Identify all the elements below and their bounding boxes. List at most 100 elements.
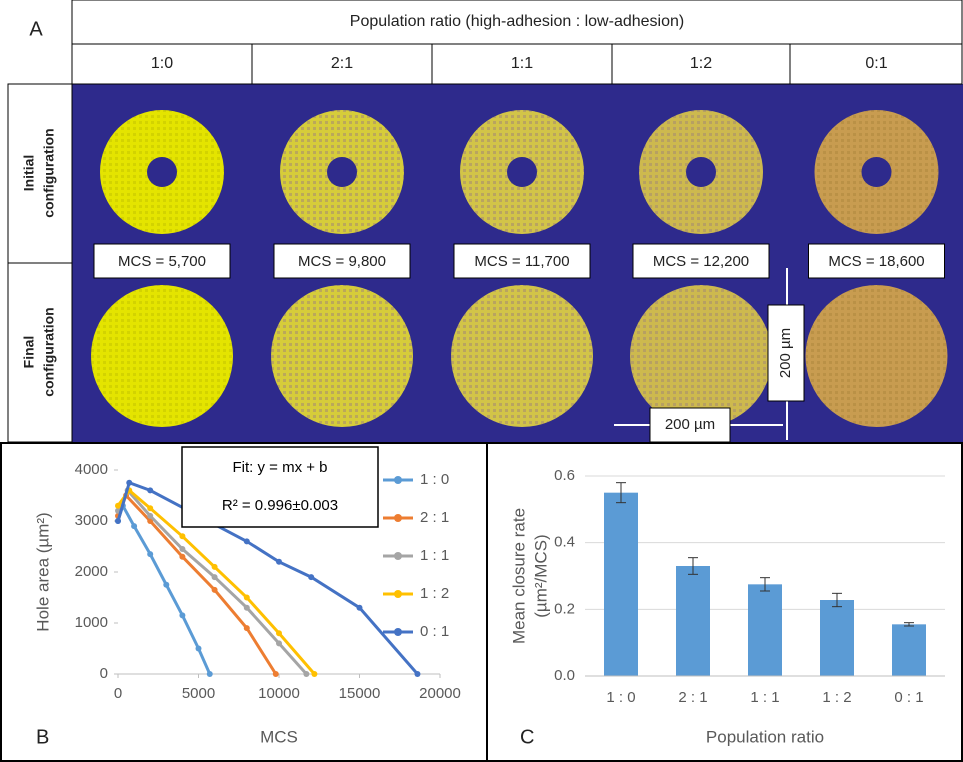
point — [147, 513, 153, 519]
mcs-label: MCS = 5,700 — [118, 253, 206, 270]
chart-b: B 0 1000 2000 3000 4000 0 5000 10000 15000 20000 MC… — [33, 447, 460, 748]
bar — [892, 624, 926, 676]
x-tick-label: 5000 — [182, 685, 215, 702]
row-label: configuration — [41, 128, 57, 217]
hole — [327, 157, 357, 187]
scale-label: 200 µm — [665, 416, 715, 433]
point — [357, 605, 363, 611]
point — [212, 564, 218, 570]
point — [179, 612, 185, 618]
legend-marker — [394, 590, 402, 598]
final-configuration — [806, 285, 948, 427]
hole — [686, 157, 716, 187]
hole — [862, 157, 892, 187]
point — [147, 487, 153, 493]
legend-label: 1 : 0 — [420, 471, 449, 488]
y-tick-label: 4000 — [75, 461, 108, 478]
x-tick-label: 2 : 1 — [678, 689, 707, 706]
hole — [507, 157, 537, 187]
panel-label: A — [29, 18, 43, 40]
column-label: 1:2 — [690, 55, 712, 72]
legend-label: 0 : 1 — [420, 623, 449, 640]
scale-label: 200 µm — [777, 328, 794, 378]
row-label: Final — [21, 336, 37, 369]
column-label: 1:0 — [151, 55, 173, 72]
legend-label: 1 : 1 — [420, 547, 449, 564]
mcs-label: MCS = 18,600 — [828, 253, 924, 270]
point — [244, 595, 250, 601]
y-tick-label: 0.4 — [554, 534, 575, 551]
point — [212, 587, 218, 593]
point — [244, 538, 250, 544]
x-tick-label: 15000 — [339, 685, 381, 702]
x-tick-label: 0 : 1 — [894, 689, 923, 706]
y-tick-label: 0.0 — [554, 667, 575, 684]
y-tick-label: 1000 — [75, 614, 108, 631]
y-axis-label: Mean closure rate — [509, 508, 528, 644]
legend-marker — [394, 628, 402, 636]
y-tick-label: 0.6 — [554, 467, 575, 484]
figure: A Population ratio (high-adhesion : low-… — [0, 0, 963, 762]
legend-marker — [394, 552, 402, 560]
x-tick-label: 1 : 1 — [750, 689, 779, 706]
y-tick-label: 3000 — [75, 512, 108, 529]
annotation: R² = 0.996±0.003 — [222, 497, 338, 514]
point — [196, 646, 202, 652]
point — [207, 671, 213, 677]
point — [179, 546, 185, 552]
legend-marker — [394, 476, 402, 484]
y-tick-label: 0 — [100, 665, 108, 682]
x-axis-label: MCS — [260, 727, 298, 746]
header-title: Population ratio (high-adhesion : low-ad… — [350, 13, 684, 30]
bar — [820, 600, 854, 676]
column-label: 1:1 — [511, 55, 533, 72]
mcs-label: MCS = 12,200 — [653, 253, 749, 270]
point — [163, 582, 169, 588]
point — [244, 625, 250, 631]
point — [244, 605, 250, 611]
point — [414, 671, 420, 677]
bar — [748, 584, 782, 676]
point — [273, 671, 279, 677]
column-label: 2:1 — [331, 55, 353, 72]
row-label: Initial — [21, 155, 37, 192]
annotation: Fit: y = mx + b — [232, 459, 327, 476]
x-tick-label: 1 : 2 — [822, 689, 851, 706]
panel-label: B — [36, 726, 49, 748]
final-configuration — [91, 285, 233, 427]
legend-marker — [394, 514, 402, 522]
point — [276, 559, 282, 565]
bar — [604, 493, 638, 676]
point — [276, 640, 282, 646]
point — [276, 630, 282, 636]
point — [115, 518, 121, 524]
point — [311, 671, 317, 677]
point — [126, 480, 132, 486]
row-label: configuration — [41, 307, 57, 396]
column-label: 0:1 — [865, 55, 887, 72]
final-configuration — [271, 285, 413, 427]
x-tick-label: 20000 — [419, 685, 461, 702]
point — [115, 503, 121, 509]
hole — [147, 157, 177, 187]
point — [147, 551, 153, 557]
final-configuration — [451, 285, 593, 427]
bar — [676, 566, 710, 676]
x-tick-label: 1 : 0 — [606, 689, 635, 706]
legend-label: 1 : 2 — [420, 585, 449, 602]
point — [303, 671, 309, 677]
y-tick-label: 2000 — [75, 563, 108, 580]
mcs-label: MCS = 9,800 — [298, 253, 386, 270]
mcs-label: MCS = 11,700 — [474, 253, 569, 270]
panel-label: C — [520, 726, 534, 748]
legend-label: 2 : 1 — [420, 509, 449, 526]
point — [212, 574, 218, 580]
point — [131, 523, 137, 529]
x-tick-label: 0 — [114, 685, 122, 702]
y-axis-label: (µm²/MCS) — [531, 534, 550, 617]
point — [179, 533, 185, 539]
point — [308, 574, 314, 580]
x-tick-label: 10000 — [258, 685, 300, 702]
point — [179, 554, 185, 560]
